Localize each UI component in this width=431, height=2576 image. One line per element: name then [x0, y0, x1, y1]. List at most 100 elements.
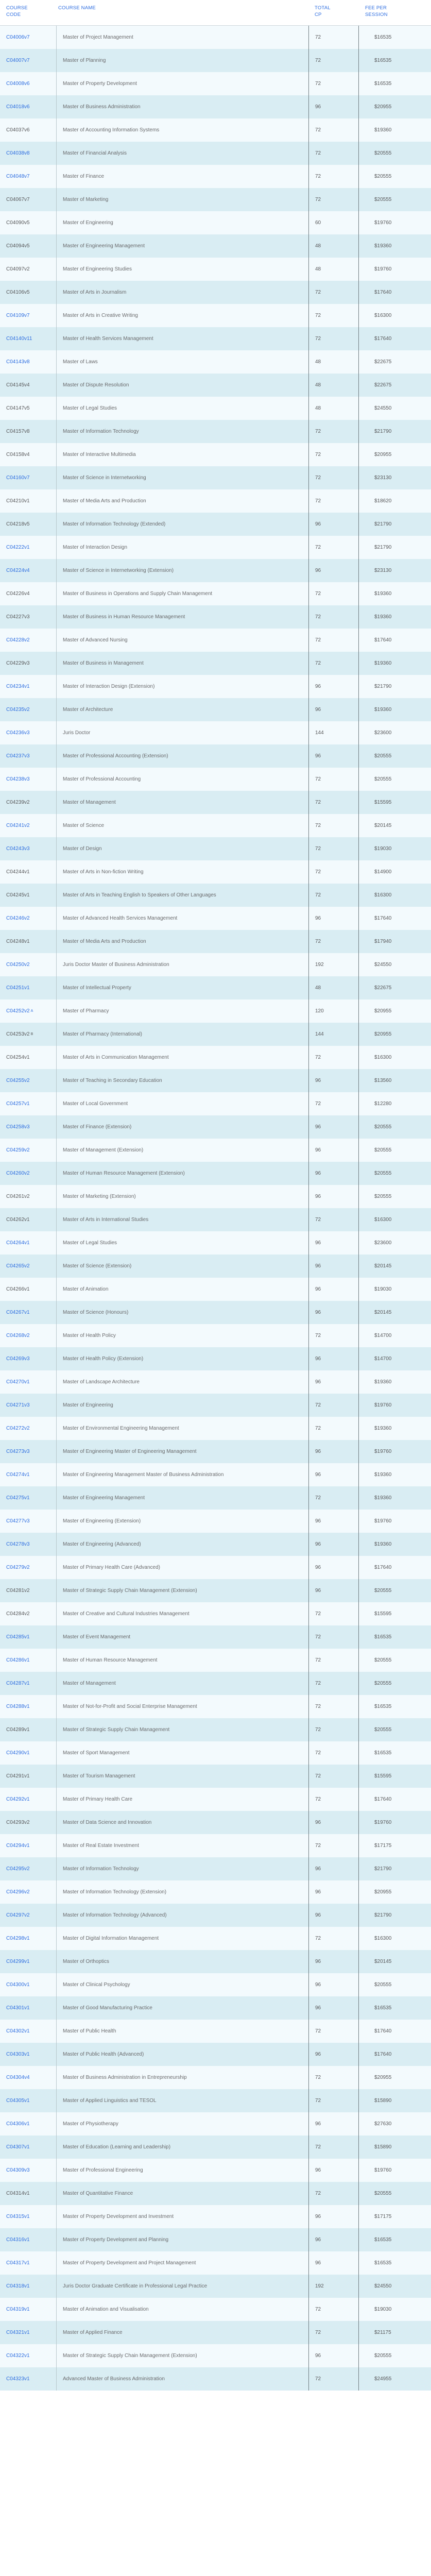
fee-per-session-cell: $18620 [374, 498, 392, 504]
course-code-link[interactable]: C04303v1 [0, 2043, 57, 2066]
course-name-cell: Master of Property Development [63, 81, 137, 87]
course-code-link[interactable]: C04250v2 [0, 953, 57, 976]
course-name-cell: Master of Engineering [63, 220, 113, 226]
course-code-link[interactable]: C04315v1 [0, 2205, 57, 2228]
course-name-cell: Master of Applied Linguistics and TESOL [63, 2098, 157, 2104]
course-code-link[interactable]: C04224v4 [0, 559, 57, 582]
course-name-cell: Master of Legal Studies [63, 405, 117, 411]
course-code-link[interactable]: C04269v3 [0, 1347, 57, 1370]
course-code-link[interactable]: C04300v1 [0, 1973, 57, 1996]
course-code-link[interactable]: C04307v1 [0, 2136, 57, 2159]
course-code-link[interactable]: C04292v1 [0, 1788, 57, 1811]
course-code-link[interactable]: C04048v7 [0, 165, 57, 188]
course-code-link[interactable]: C04228v2 [0, 629, 57, 652]
course-code-link[interactable]: C04238v3 [0, 768, 57, 791]
course-code-link[interactable]: C04322v1 [0, 2344, 57, 2367]
course-code-link[interactable]: C04278v3 [0, 1533, 57, 1556]
table-row: C04067v7 Master of Marketing 72 $20555 [0, 188, 431, 211]
course-code-link[interactable]: C04237v3 [0, 744, 57, 768]
course-code-link[interactable]: C04271v3 [0, 1394, 57, 1417]
course-code-link[interactable]: C04273v3 [0, 1440, 57, 1463]
course-code-link[interactable]: C04323v1 [0, 2367, 57, 2391]
course-code-link[interactable]: C04319v1 [0, 2298, 57, 2321]
course-code-link[interactable]: C04258v3 [0, 1115, 57, 1139]
course-code-link[interactable]: C04267v1 [0, 1301, 57, 1324]
table-row: C04226v4 Master of Business in Operations… [0, 582, 431, 605]
total-cp-cell: 96 [308, 698, 359, 721]
course-code-link[interactable]: C04297v2 [0, 1904, 57, 1927]
course-code-link[interactable]: C04274v1 [0, 1463, 57, 1486]
course-code-link[interactable]: C04241v2 [0, 814, 57, 837]
course-code-link[interactable]: C04318v1 [0, 2275, 57, 2298]
course-code-link[interactable]: C04304v4 [0, 2066, 57, 2089]
course-code-link[interactable]: C04222v1 [0, 536, 57, 559]
course-code-link[interactable]: C04140v11 [0, 327, 57, 350]
table-row: C04245v1 Master of Arts in Teaching Engli… [0, 884, 431, 907]
course-code-link[interactable]: C04143v8 [0, 350, 57, 374]
table-row: C04243v3 Master of Design 72 $19030 [0, 837, 431, 860]
course-code-link[interactable]: C04252v2 A [0, 999, 57, 1023]
course-code-link[interactable]: C04301v1 [0, 1996, 57, 2020]
course-code-link[interactable]: C04279v2 [0, 1556, 57, 1579]
course-code-link[interactable]: C04265v2 [0, 1255, 57, 1278]
total-cp-cell: 96 [308, 1069, 359, 1092]
course-code-link[interactable]: C04316v1 [0, 2228, 57, 2251]
course-code-link[interactable]: C04255v2 [0, 1069, 57, 1092]
course-code-link[interactable]: C04272v2 [0, 1417, 57, 1440]
course-code-link[interactable]: C04294v1 [0, 1834, 57, 1857]
table-row: C04303v1 Master of Public Health (Advance… [0, 2043, 431, 2066]
course-code-link[interactable]: C04287v1 [0, 1672, 57, 1695]
table-row: C04258v3 Master of Finance (Extension) 96 $… [0, 1115, 431, 1139]
course-code-link[interactable]: C04007v7 [0, 49, 57, 72]
fee-per-session-cell: $19760 [374, 266, 392, 272]
course-code-link[interactable]: C04246v2 [0, 907, 57, 930]
course-code-link[interactable]: C04285v1 [0, 1625, 57, 1649]
course-code-link[interactable]: C04109v7 [0, 304, 57, 327]
course-code-link[interactable]: C04277v3 [0, 1510, 57, 1533]
course-code-link[interactable]: C04306v1 [0, 2112, 57, 2136]
course-name-cell: Master of Environmental Engineering Mana… [63, 1426, 179, 1431]
fee-per-session-cell: $16300 [374, 313, 392, 318]
course-code-link[interactable]: C04251v1 [0, 976, 57, 999]
course-code-link[interactable]: C04290v1 [0, 1741, 57, 1765]
course-code-link[interactable]: C04018v6 [0, 95, 57, 118]
fee-per-session-cell: $16535 [374, 81, 392, 87]
total-cp-cell: 72 [308, 605, 359, 629]
fee-per-session-cell: $24550 [374, 962, 392, 968]
course-code-link[interactable]: C04275v1 [0, 1486, 57, 1510]
table-row: C04315v1 Master of Property Development a… [0, 2205, 431, 2228]
course-code-link[interactable]: C04243v3 [0, 837, 57, 860]
table-row: C04210v1 Master of Media Arts and Product… [0, 489, 431, 513]
course-code-link[interactable]: C04236v3 [0, 721, 57, 744]
course-code-link[interactable]: C04288v1 [0, 1695, 57, 1718]
table-row: C04317v1 Master of Property Development a… [0, 2251, 431, 2275]
course-code-link[interactable]: C04296v2 [0, 1880, 57, 1904]
course-name-cell: Master of Marketing [63, 197, 109, 202]
course-code-link[interactable]: C04317v1 [0, 2251, 57, 2275]
course-code-link[interactable]: C04298v1 [0, 1927, 57, 1950]
course-code-link[interactable]: C04260v2 [0, 1162, 57, 1185]
course-code-link[interactable]: C04235v2 [0, 698, 57, 721]
course-code-link[interactable]: C04160v7 [0, 466, 57, 489]
course-name-cell: Master of Legal Studies [63, 1240, 117, 1246]
course-code-link[interactable]: C04302v1 [0, 2020, 57, 2043]
course-code-link[interactable]: C04259v2 [0, 1139, 57, 1162]
course-code-link[interactable]: C04309v3 [0, 2159, 57, 2182]
course-code-link[interactable]: C04286v1 [0, 1649, 57, 1672]
course-code-link[interactable]: C04268v2 [0, 1324, 57, 1347]
course-code-link[interactable]: C04295v2 [0, 1857, 57, 1880]
course-code-link[interactable]: C04270v1 [0, 1370, 57, 1394]
course-code-link[interactable]: C04264v1 [0, 1231, 57, 1255]
table-row: C04314v1 Master of Quantitative Finance 72… [0, 2182, 431, 2205]
course-code-link[interactable]: C04234v1 [0, 675, 57, 698]
course-code-link[interactable]: C04321v1 [0, 2321, 57, 2344]
course-code-link[interactable]: C04305v1 [0, 2089, 57, 2112]
course-name-cell: Master of Landscape Architecture [63, 1379, 140, 1385]
course-code-link[interactable]: C04006v7 [0, 26, 57, 49]
course-code-link[interactable]: C04299v1 [0, 1950, 57, 1973]
course-code-link[interactable]: C04008v6 [0, 72, 57, 95]
course-code-link[interactable]: C04038v8 [0, 142, 57, 165]
table-row: C04253v2 B Master of Pharmacy (Internation… [0, 1023, 431, 1046]
course-code-link: C04253v2 B [0, 1023, 57, 1046]
course-code-link[interactable]: C04257v1 [0, 1092, 57, 1115]
